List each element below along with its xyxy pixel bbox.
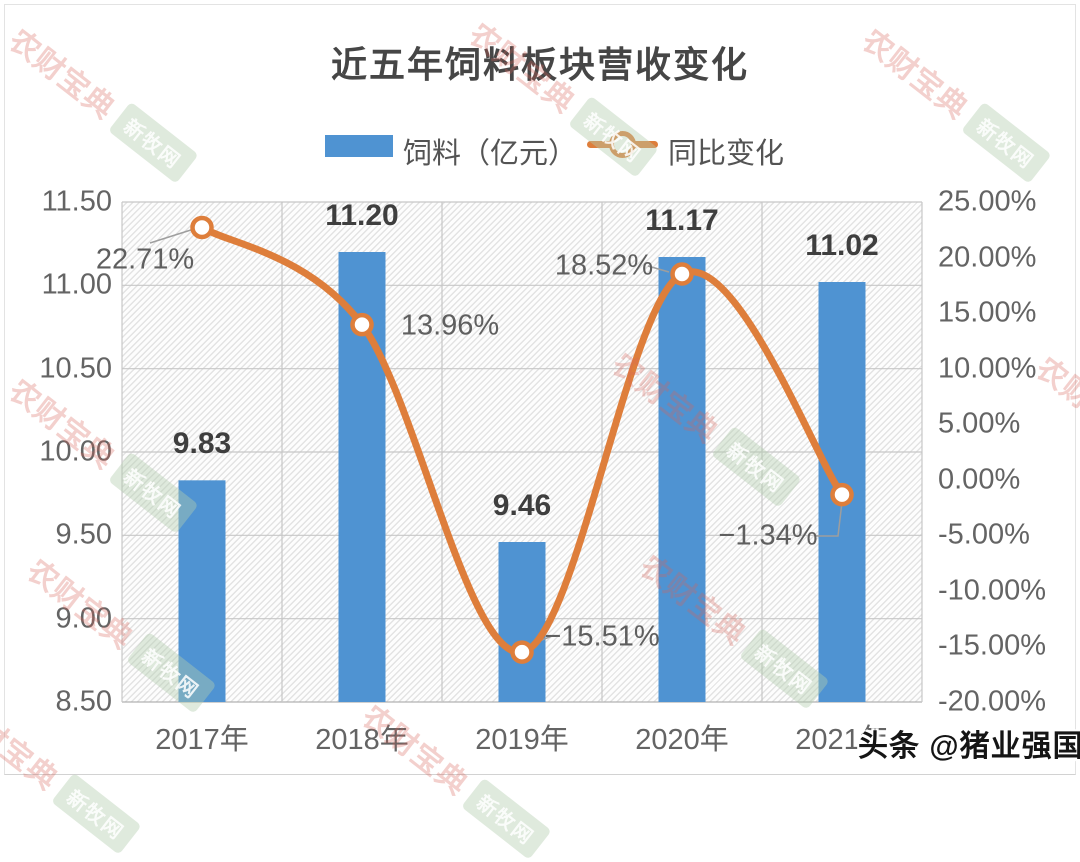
yoy-line [198,223,846,656]
yoy-marker [670,262,694,286]
yoy-marker [510,640,534,664]
yoy-marker [190,215,214,240]
brand-watermark-site: 新牧网 [461,777,552,860]
label-leader-line [149,228,195,244]
brand-watermark-site: 新牧网 [51,772,142,855]
toutiao-handle-label: @猪业强国 [929,730,1080,763]
chart-canvas [121,201,923,703]
chart-title: 近五年饲料板块营收变化 [330,44,750,85]
yoy-marker [830,482,854,507]
yoy-marker [350,312,374,337]
revenue-bar [178,480,226,702]
label-leader-line [815,501,843,537]
chart-card: 11.50 11.00 10.50 10.00 9.50 9.00 8.50 25.00% 20… [0,4,1080,860]
revenue-bar [498,542,546,702]
revenue-bar [658,257,706,702]
toutiao-watermark: 头条 @猪业强国 [858,721,1080,765]
toutiao-platform-label: 头条 [858,730,920,763]
label-leader-line [647,265,670,273]
